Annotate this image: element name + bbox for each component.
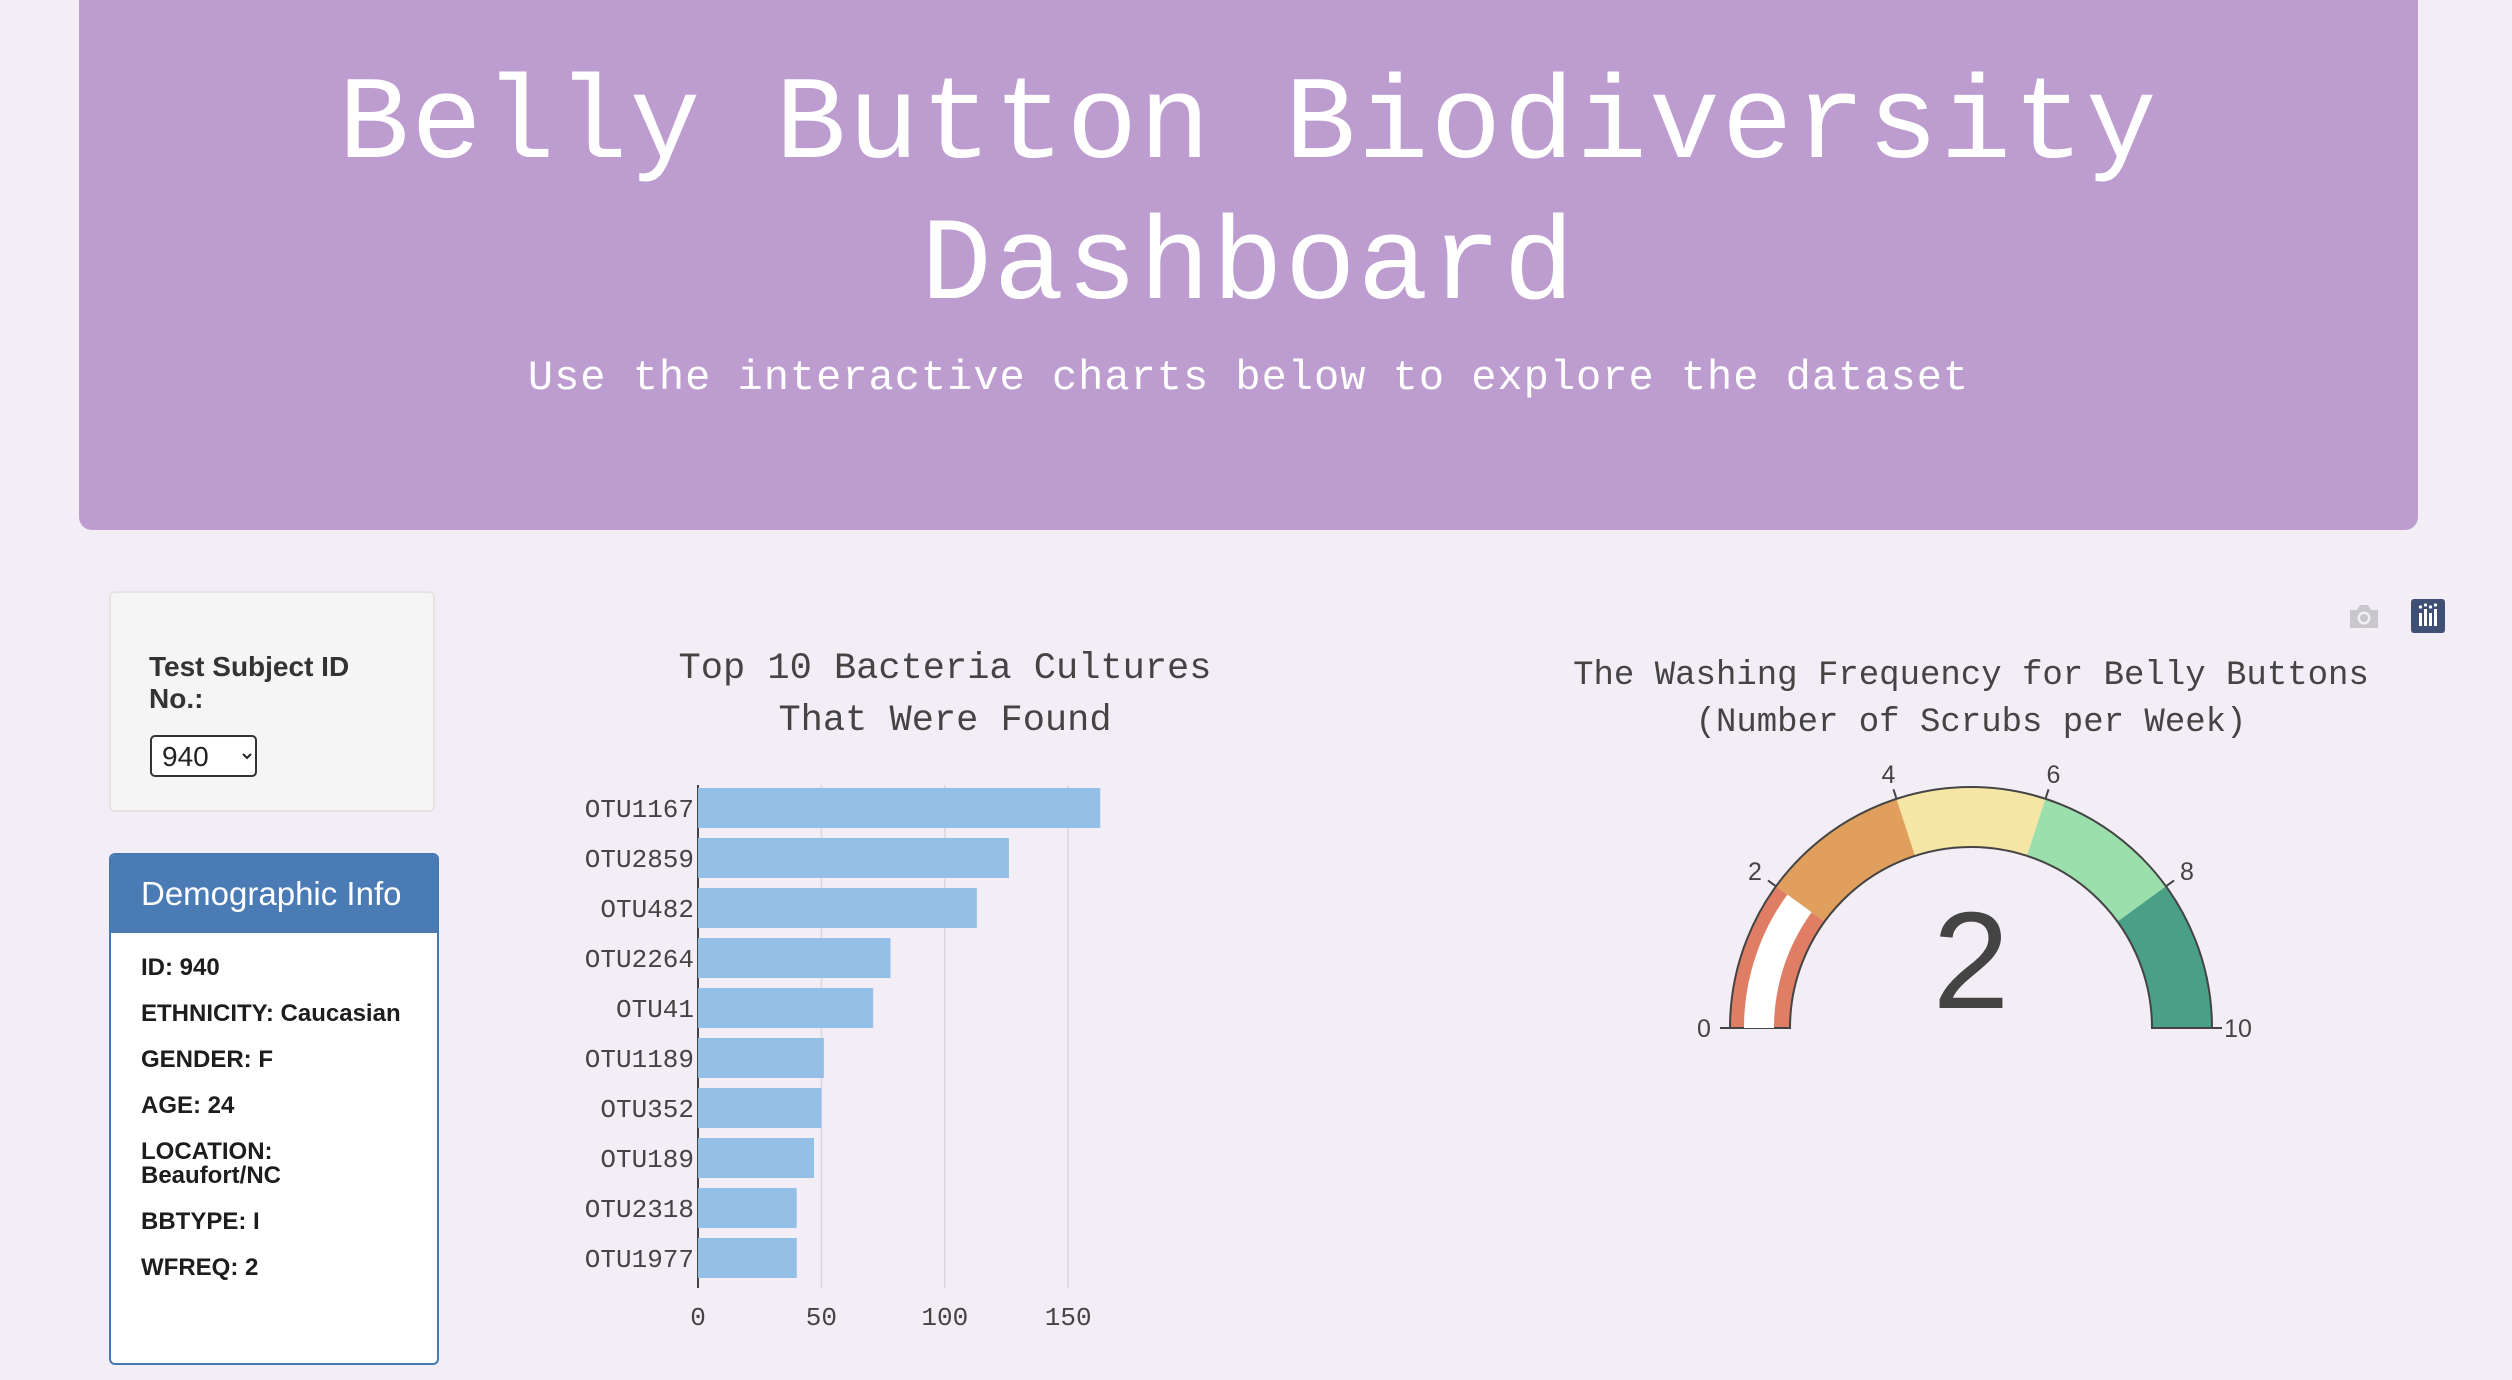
subject-id-label: Test Subject ID No.: bbox=[149, 651, 350, 714]
gauge-chart-tick bbox=[2044, 788, 2050, 800]
bar-chart-category-label: OTU2264 bbox=[585, 945, 694, 975]
bar-chart-bar bbox=[698, 988, 874, 1028]
camera-icon[interactable] bbox=[2344, 596, 2384, 636]
bar-chart-title: Top 10 Bacteria Cultures That Were Found bbox=[679, 648, 1212, 742]
bar-chart-bar bbox=[698, 1088, 822, 1128]
bar-chart-bar bbox=[698, 1138, 814, 1178]
gauge-chart-tick bbox=[2165, 879, 2175, 888]
bar-chart-tick-label: 150 bbox=[1045, 1303, 1092, 1333]
demographic-row: GENDER: F bbox=[141, 1046, 273, 1073]
bar-chart-bar bbox=[698, 838, 1009, 878]
bar-chart-tick-label: 100 bbox=[921, 1303, 968, 1333]
subject-selector-well: Test Subject ID No.: 940 bbox=[109, 591, 435, 812]
bar-chart-bar bbox=[698, 788, 1101, 828]
bar-chart-category-label: OTU1167 bbox=[585, 795, 694, 825]
bar-chart-category-label: OTU1977 bbox=[585, 1245, 694, 1275]
plotly-logo-icon[interactable] bbox=[2408, 596, 2448, 636]
demographic-row: ETHNICITY: Caucasian bbox=[141, 1000, 401, 1027]
gauge-chart-title-line: The Washing Frequency for Belly Buttons bbox=[1573, 657, 2369, 695]
demographic-info-body: ID: 940 ETHNICITY: Caucasian GENDER: F A… bbox=[111, 933, 437, 1280]
gauge-chart-step bbox=[1776, 798, 1916, 922]
gauge-chart-step bbox=[2026, 798, 2166, 922]
subject-id-select[interactable]: 940 bbox=[150, 735, 257, 777]
gauge-chart-tick bbox=[1892, 788, 1898, 800]
bar-chart-category-label: OTU189 bbox=[600, 1145, 694, 1175]
page-subtitle: Use the interactive charts below to expl… bbox=[527, 354, 1970, 402]
gauge-chart-tick-label: 10 bbox=[2224, 1015, 2252, 1043]
header-jumbotron: Belly Button Biodiversity Dashboard Use … bbox=[79, 0, 2418, 530]
bar-chart-category-label: OTU41 bbox=[616, 995, 694, 1025]
gauge-chart-tick-label: 8 bbox=[2180, 858, 2194, 886]
bar-chart-title-line: Top 10 Bacteria Cultures bbox=[679, 648, 1212, 690]
gauge-chart: The Washing Frequency for Belly Buttons (… bbox=[1573, 657, 2369, 1043]
bar-chart-bar bbox=[698, 1038, 824, 1078]
bar-chart-tick-labels: 0 50 100 150 bbox=[690, 1303, 1091, 1333]
demographic-row: ID: 940 bbox=[141, 954, 220, 981]
gauge-chart-tick-label: 0 bbox=[1697, 1015, 1711, 1043]
gauge-chart-tick-label: 2 bbox=[1748, 858, 1762, 886]
bar-chart-category-label: OTU482 bbox=[600, 895, 694, 925]
demographic-row: BBTYPE: I bbox=[141, 1208, 260, 1235]
bar-chart-bar bbox=[698, 888, 977, 928]
bar-chart-category-labels: OTU1167 OTU2859 OTU482 OTU2264 OTU41 OTU1189 O… bbox=[585, 795, 694, 1275]
bar-chart-category-label: OTU352 bbox=[600, 1095, 694, 1125]
gauge-chart-tick bbox=[1767, 879, 1777, 888]
bar-chart-bar bbox=[698, 1238, 797, 1278]
gauge-chart-step bbox=[1896, 787, 2046, 856]
gauge-chart-value-bar bbox=[1744, 894, 1812, 1028]
gauge-chart-tick-label: 4 bbox=[1882, 761, 1896, 789]
bar-chart-tick-label: 0 bbox=[690, 1303, 706, 1333]
bar-chart-bar bbox=[698, 1188, 797, 1228]
gauge-chart-value: 2 bbox=[1933, 884, 2010, 1038]
gauge-chart-ticks: 0 2 4 6 8 10 bbox=[1697, 761, 2252, 1043]
bar-chart-category-label: OTU2859 bbox=[585, 845, 694, 875]
gauge-chart-title: The Washing Frequency for Belly Buttons (… bbox=[1573, 657, 2369, 742]
bar-chart-tick-label: 50 bbox=[806, 1303, 837, 1333]
gauge-chart-value-label: 2 bbox=[1933, 884, 2010, 1038]
gauge-chart-outline bbox=[1728, 786, 2214, 1029]
bar-chart-bars bbox=[698, 788, 1101, 1278]
gauge-chart-tick-label: 6 bbox=[2047, 761, 2061, 789]
gauge-chart-value-bar bbox=[1744, 894, 1812, 1028]
demographic-row: AGE: 24 bbox=[141, 1092, 235, 1119]
demographic-row: WFREQ: 2 bbox=[141, 1254, 259, 1281]
gauge-chart-title-line: (Number of Scrubs per Week) bbox=[1696, 704, 2247, 742]
bar-chart-title-line: That Were Found bbox=[778, 700, 1111, 742]
demographic-row: LOCATION: Beaufort/NC bbox=[141, 1138, 282, 1189]
bar-chart-bar bbox=[698, 938, 891, 978]
chart-modebar bbox=[2344, 596, 2464, 636]
gauge-chart-step bbox=[2117, 886, 2212, 1028]
bar-chart-category-label: OTU1189 bbox=[585, 1045, 694, 1075]
demographic-info-panel: Demographic Info ID: 940 ETHNICITY: Cauc… bbox=[109, 853, 439, 1365]
page-title: Belly Button Biodiversity Dashboard bbox=[338, 60, 2159, 334]
bar-chart-category-label: OTU2318 bbox=[585, 1195, 694, 1225]
demographic-info-heading: Demographic Info bbox=[111, 855, 437, 933]
